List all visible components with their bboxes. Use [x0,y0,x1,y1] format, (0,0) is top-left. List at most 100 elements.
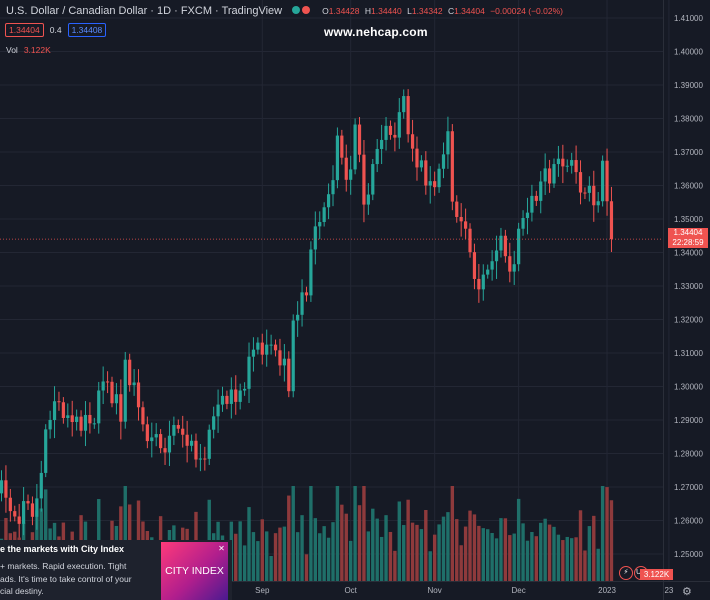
volume-bar [322,526,326,581]
candle-body [318,222,322,227]
candle-body [154,434,158,438]
candle-body [335,135,340,181]
volume-bar [556,534,561,581]
price-tick-label: 1.37000 [674,148,703,157]
volume-bar [441,516,446,581]
volume-bar [424,510,428,581]
candle-body [189,440,194,446]
bar-countdown: 22:28:59 [672,237,704,247]
candle-body [578,172,583,193]
volume-bar [313,518,318,581]
volume-bar [578,510,583,581]
volume-bar [326,537,331,581]
candle-body [477,278,481,290]
candle-body [419,160,423,168]
candle-body [521,217,525,229]
volume-bar [437,524,441,581]
candle-body [393,134,397,138]
candle-body [494,250,499,262]
volume-bar [247,507,251,581]
low-key: L [407,6,412,16]
time-tick-label: Oct [344,586,357,595]
candle-body [609,201,614,240]
volume-bar [605,487,609,581]
volume-bar [278,527,282,581]
candle-body [340,135,344,158]
candle-body [176,425,180,429]
candle-body [167,435,172,453]
candle-body [499,235,503,251]
time-axis[interactable]: Sep Oct Nov Dec 2023 23 [255,586,674,595]
candle-body [185,434,189,446]
sell-button[interactable]: 1.34404 [5,23,44,37]
volume-bar [450,486,455,581]
volume-bar [340,504,344,581]
close-key: C [447,6,455,16]
gear-icon[interactable]: ⚙ [682,586,692,598]
candle-body [547,168,552,184]
volume-legend[interactable]: Vol 3.122K [6,45,51,55]
price-tick-label: 1.30000 [674,383,703,392]
candle-body [326,194,331,208]
volume-bar [366,531,371,581]
lightning-icon[interactable]: ⚡ [619,566,633,580]
candle-body [357,124,362,155]
volume-bar [410,522,415,581]
price-axis[interactable]: 1.41000 1.40000 1.39000 1.38000 1.37000 1.360… [674,14,703,559]
price-tick-label: 1.41000 [674,14,703,23]
city-index-ad[interactable]: e the markets with City Index + markets.… [0,540,232,600]
volume-bar [393,550,397,581]
candle-body [30,503,35,517]
volume-bar [265,531,269,581]
volume-bar [583,550,587,581]
volume-bar [282,526,287,581]
candle-body [472,252,477,279]
volume-bar [609,500,614,581]
symbol-title[interactable]: U.S. Dollar / Canadian Dollar · 1D · FXC… [6,5,283,17]
close-icon[interactable]: ✕ [218,544,225,553]
candle-body [273,344,278,351]
volume-bar [552,526,556,581]
volume-bar [543,518,547,581]
volume-bar [574,537,578,581]
volume-bar [446,512,450,581]
volume-bar [459,545,463,581]
volume-bar [256,541,260,581]
price-tick-label: 1.34000 [674,249,703,258]
price-candles [0,89,614,538]
price-tick-label: 1.39000 [674,81,703,90]
candle-body [291,320,295,392]
ad-line: cial destiny. [0,586,44,596]
volume-bar [561,540,565,581]
market-status[interactable] [292,5,312,17]
candle-body [402,96,406,113]
price-tick-label: 1.26000 [674,517,703,526]
candle-body [163,448,167,453]
candle-body [296,314,300,321]
price-tick-label: 1.28000 [674,450,703,459]
city-index-logo[interactable]: CITY INDEX [161,542,228,600]
volume-bar [287,495,291,581]
volume-bar [309,486,313,581]
volume-bar [516,498,521,581]
volume-bar [468,510,472,581]
candle-body [97,390,101,424]
volume-bar [539,522,543,581]
volume-bar [499,518,503,581]
open-value: 1.34428 [328,6,360,16]
candle-body [543,168,547,182]
volume-bar [295,532,300,581]
candle-body [128,359,132,386]
volume-label: Vol [6,45,18,55]
candle-body [114,394,119,404]
volume-axis-label: 3.122K [640,569,673,580]
buy-button[interactable]: 1.34408 [67,23,107,37]
candle-body [424,160,428,186]
candle-body [26,501,30,504]
volume-bar [371,508,375,581]
candle-body [75,416,79,423]
candle-body [464,221,468,229]
candle-body [194,440,198,460]
candle-body [83,414,88,431]
